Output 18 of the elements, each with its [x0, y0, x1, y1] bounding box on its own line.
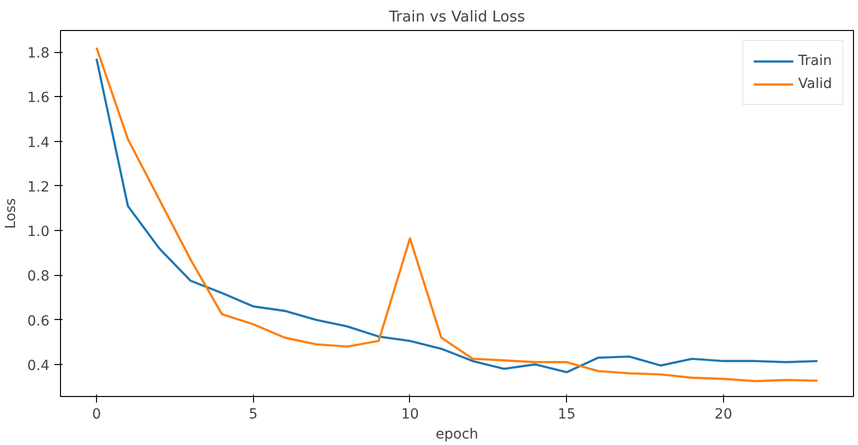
y-tick-label: 1.4: [27, 134, 50, 151]
x-tick-label: 15: [558, 406, 576, 422]
y-tick-label: 0.8: [27, 268, 50, 285]
y-tick-label: 1.0: [27, 224, 50, 240]
x-tick-label: 5: [248, 406, 258, 422]
y-tick-label: 0.6: [27, 313, 50, 330]
y-tick-label: 1.8: [27, 46, 50, 62]
x-axis-title: epoch: [436, 426, 478, 442]
chart-title: Train vs Valid Loss: [388, 8, 526, 26]
x-tick-label: 10: [401, 406, 419, 422]
legend-label: Valid: [798, 76, 832, 92]
x-tick-label: 0: [92, 406, 102, 422]
legend-label: Train: [798, 53, 832, 69]
y-tick-label: 1.6: [27, 90, 50, 106]
y-tick-label: 1.2: [27, 179, 50, 196]
x-tick-label: 20: [714, 406, 732, 422]
y-axis-title: Loss: [3, 198, 20, 229]
y-tick-label: 0.4: [27, 358, 50, 374]
